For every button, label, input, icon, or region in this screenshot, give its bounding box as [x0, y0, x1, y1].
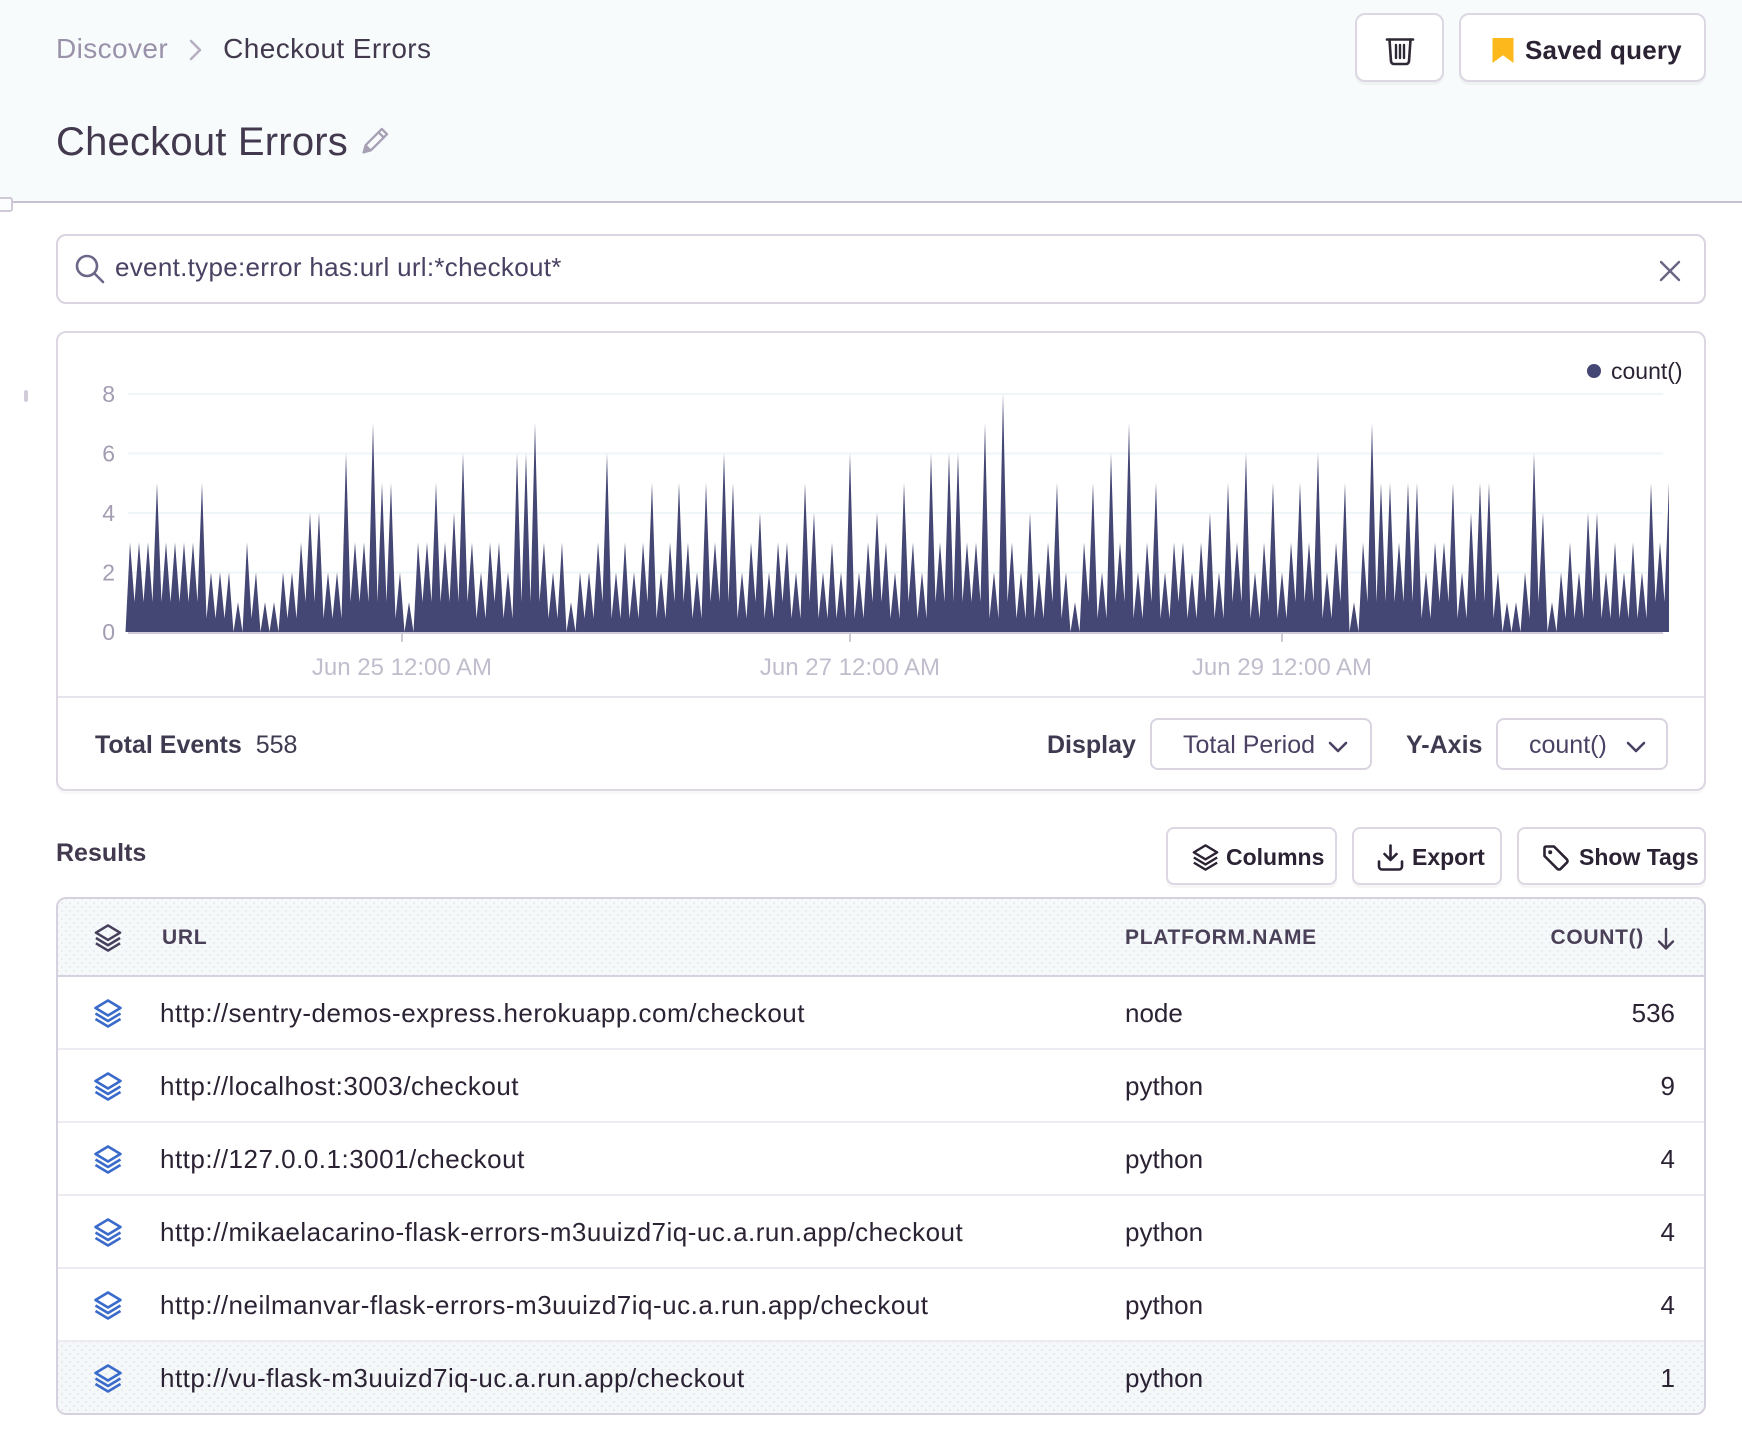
svg-text:0: 0 — [102, 619, 115, 645]
svg-text:4: 4 — [102, 500, 115, 526]
svg-text:count(): count() — [1611, 358, 1683, 384]
svg-text:6: 6 — [102, 441, 115, 467]
svg-text:Jun 27 12:00 AM: Jun 27 12:00 AM — [760, 654, 940, 681]
svg-text:2: 2 — [102, 560, 115, 586]
svg-text:8: 8 — [102, 381, 115, 407]
svg-text:Jun 25 12:00 AM: Jun 25 12:00 AM — [312, 654, 492, 681]
svg-text:Jun 29 12:00 AM: Jun 29 12:00 AM — [1192, 654, 1372, 681]
